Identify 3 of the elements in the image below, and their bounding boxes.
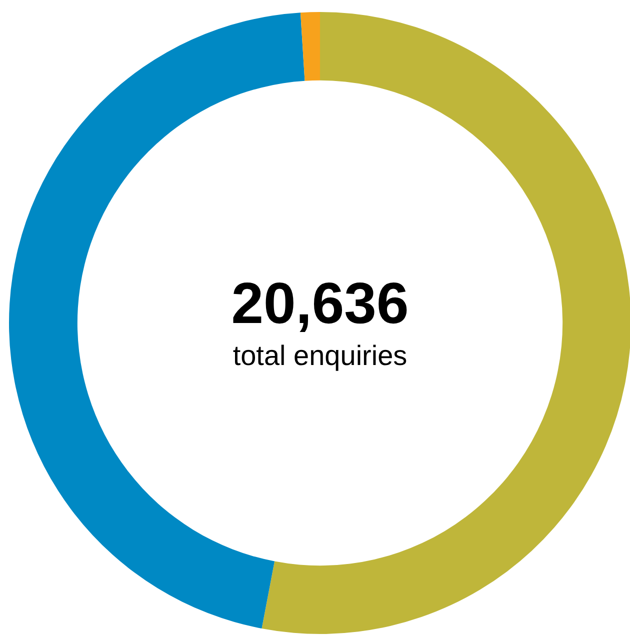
text: 20,636: [231, 271, 409, 336]
donut-slice: [300, 12, 320, 81]
text: total enquiries: [232, 340, 408, 371]
